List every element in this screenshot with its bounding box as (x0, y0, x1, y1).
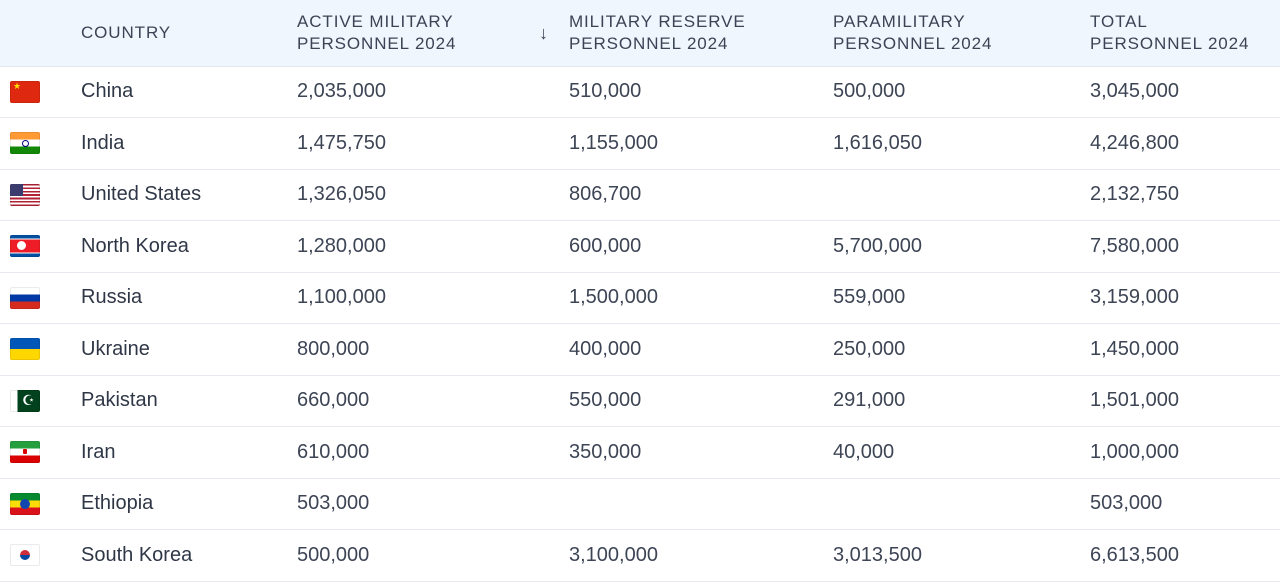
paramilitary-cell (833, 169, 1090, 221)
reserve-cell: 3,100,000 (569, 529, 833, 582)
total-header-label: TOTAL PERSONNEL 2024 (1090, 11, 1250, 53)
country-cell: Ethiopia (81, 478, 297, 530)
country-cell: Russia (81, 272, 297, 324)
total-cell: 1,000,000 (1090, 426, 1280, 479)
paramilitary-header-label: PARAMILITARY PERSONNEL 2024 (833, 11, 993, 53)
reserve-personnel-column-header[interactable]: MILITARY RESERVE PERSONNEL 2024 (569, 0, 833, 67)
active-cell: 800,000 (297, 323, 569, 376)
reserve-header-label: MILITARY RESERVE PERSONNEL 2024 (569, 11, 746, 53)
paramilitary-cell: 40,000 (833, 426, 1090, 479)
paramilitary-cell: 5,700,000 (833, 220, 1090, 273)
active-cell: 1,280,000 (297, 220, 569, 273)
country-cell: South Korea (81, 529, 297, 582)
reserve-cell: 1,500,000 (569, 272, 833, 324)
active-cell: 1,326,050 (297, 169, 569, 221)
active-cell: 1,100,000 (297, 272, 569, 324)
country-cell: India (81, 117, 297, 170)
active-personnel-column-header[interactable]: ACTIVE MILITARY PERSONNEL 2024 ↓ (297, 0, 569, 67)
total-personnel-column-header[interactable]: TOTAL PERSONNEL 2024 (1090, 0, 1280, 67)
country-cell: Ukraine (81, 323, 297, 376)
reserve-cell: 1,155,000 (569, 117, 833, 170)
reserve-cell: 350,000 (569, 426, 833, 479)
country-header-label: COUNTRY (81, 22, 172, 42)
reserve-cell: 550,000 (569, 375, 833, 427)
reserve-cell: 510,000 (569, 66, 833, 118)
paramilitary-cell: 291,000 (833, 375, 1090, 427)
flag-column-header (0, 0, 81, 67)
active-cell: 500,000 (297, 529, 569, 582)
total-cell: 4,246,800 (1090, 117, 1280, 170)
country-cell: China (81, 66, 297, 118)
table-row[interactable]: North Korea 1,280,000 600,000 5,700,000 … (0, 220, 1280, 273)
total-cell: 2,132,750 (1090, 169, 1280, 221)
south-korea-flag-icon (10, 544, 40, 567)
total-cell: 3,159,000 (1090, 272, 1280, 324)
reserve-cell: 806,700 (569, 169, 833, 221)
paramilitary-cell: 1,616,050 (833, 117, 1090, 170)
reserve-cell (569, 478, 833, 530)
country-cell: United States (81, 169, 297, 221)
total-cell: 6,613,500 (1090, 529, 1280, 582)
country-cell: Pakistan (81, 375, 297, 427)
russia-flag-icon (10, 286, 40, 309)
india-flag-icon (10, 132, 40, 155)
country-column-header[interactable]: COUNTRY (81, 0, 297, 67)
paramilitary-cell (833, 478, 1090, 530)
china-flag-icon (10, 80, 40, 103)
table-row[interactable]: China 2,035,000 510,000 500,000 3,045,00… (0, 66, 1280, 118)
active-cell: 610,000 (297, 426, 569, 479)
table-row[interactable]: Ethiopia 503,000 503,000 (0, 478, 1280, 530)
country-cell: North Korea (81, 220, 297, 273)
active-header-label: ACTIVE MILITARY PERSONNEL 2024 (297, 11, 457, 53)
active-cell: 1,475,750 (297, 117, 569, 170)
total-cell: 3,045,000 (1090, 66, 1280, 118)
paramilitary-cell: 500,000 (833, 66, 1090, 118)
total-cell: 1,450,000 (1090, 323, 1280, 376)
table-row[interactable]: South Korea 500,000 3,100,000 3,013,500 … (0, 529, 1280, 582)
paramilitary-cell: 559,000 (833, 272, 1090, 324)
reserve-cell: 400,000 (569, 323, 833, 376)
table-row[interactable]: India 1,475,750 1,155,000 1,616,050 4,24… (0, 117, 1280, 170)
ethiopia-flag-icon (10, 492, 40, 515)
table-row[interactable]: Iran 610,000 350,000 40,000 1,000,000 (0, 426, 1280, 479)
paramilitary-cell: 250,000 (833, 323, 1090, 376)
table-row[interactable]: Ukraine 800,000 400,000 250,000 1,450,00… (0, 323, 1280, 376)
total-cell: 7,580,000 (1090, 220, 1280, 273)
table-row[interactable]: Russia 1,100,000 1,500,000 559,000 3,159… (0, 272, 1280, 324)
table-row[interactable]: United States 1,326,050 806,700 2,132,75… (0, 169, 1280, 221)
country-cell: Iran (81, 426, 297, 479)
total-cell: 1,501,000 (1090, 375, 1280, 427)
table-header: COUNTRY ACTIVE MILITARY PERSONNEL 2024 ↓… (0, 0, 1280, 67)
active-cell: 503,000 (297, 478, 569, 530)
paramilitary-personnel-column-header[interactable]: PARAMILITARY PERSONNEL 2024 (833, 0, 1090, 67)
pakistan-flag-icon (10, 389, 40, 412)
north-korea-flag-icon (10, 235, 40, 258)
sort-descending-icon[interactable]: ↓ (539, 22, 549, 43)
reserve-cell: 600,000 (569, 220, 833, 273)
iran-flag-icon (10, 441, 40, 464)
table-row[interactable]: Pakistan 660,000 550,000 291,000 1,501,0… (0, 375, 1280, 427)
total-cell: 503,000 (1090, 478, 1280, 530)
united-states-flag-icon (10, 183, 40, 206)
ukraine-flag-icon (10, 338, 40, 361)
active-cell: 2,035,000 (297, 66, 569, 118)
active-cell: 660,000 (297, 375, 569, 427)
table-body: China 2,035,000 510,000 500,000 3,045,00… (0, 66, 1280, 582)
paramilitary-cell: 3,013,500 (833, 529, 1090, 582)
header-row: COUNTRY ACTIVE MILITARY PERSONNEL 2024 ↓… (0, 0, 1280, 67)
